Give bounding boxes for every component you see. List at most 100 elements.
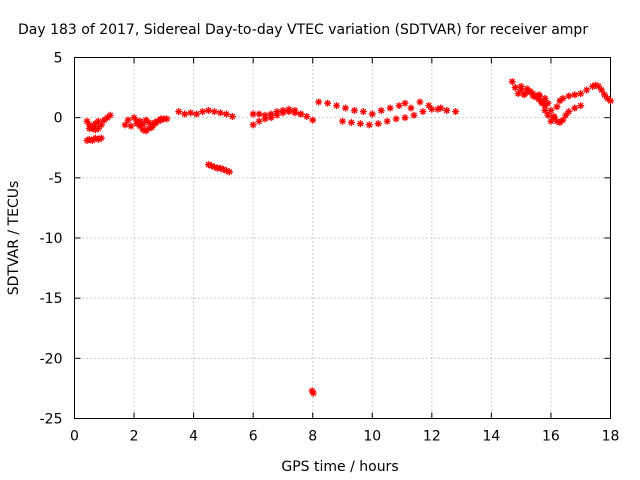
data-point [139, 126, 147, 134]
data-point [347, 118, 355, 126]
data-point [85, 135, 93, 143]
x-tick-label: 8 [308, 429, 317, 445]
data-point [577, 102, 585, 110]
data-point [151, 118, 159, 126]
data-point [85, 121, 93, 129]
data-point [261, 115, 269, 123]
data-point [279, 109, 287, 117]
x-tick-label: 16 [542, 429, 560, 445]
data-point [607, 97, 614, 105]
data-point [523, 85, 531, 93]
data-point [154, 117, 162, 125]
data-point [556, 97, 564, 105]
x-tick-label: 18 [602, 429, 620, 445]
data-point [333, 102, 341, 110]
tick-layer: 0 2 4 6 8 10 12 14 16 18 5 0 -5 -10 -15 -20 -25 [40, 51, 620, 445]
data-point [94, 117, 102, 125]
data-point [255, 117, 263, 125]
data-point [535, 96, 543, 104]
data-point [91, 126, 99, 134]
data-point [401, 114, 409, 122]
y-tick-label: -10 [40, 231, 63, 247]
data-point [595, 82, 603, 90]
y-tick-label: -15 [40, 291, 63, 307]
x-tick-label: 12 [423, 429, 441, 445]
data-point [291, 109, 299, 117]
data-point [175, 108, 183, 116]
data-point [249, 121, 257, 129]
data-point [261, 111, 269, 119]
data-point [541, 106, 549, 114]
data-point [216, 164, 224, 172]
data-point [553, 117, 561, 125]
points-layer [83, 78, 614, 397]
data-point [514, 90, 522, 98]
data-point [529, 90, 537, 98]
y-tick-label: 5 [54, 51, 63, 67]
data-point [83, 137, 91, 145]
data-point [523, 88, 531, 96]
data-point [520, 91, 528, 99]
data-point [267, 114, 275, 122]
x-tick-label: 10 [363, 429, 381, 445]
chart-title: Day 183 of 2017, Sidereal Day-to-day VTE… [18, 22, 588, 38]
data-point [550, 112, 558, 120]
data-point [604, 94, 612, 102]
data-point [410, 111, 418, 119]
data-point [139, 121, 147, 129]
data-point [339, 117, 346, 125]
series-seg11 [339, 104, 445, 129]
data-point [133, 117, 141, 125]
data-point [392, 115, 400, 123]
data-point [547, 117, 555, 125]
data-point [407, 104, 415, 112]
data-point [94, 135, 102, 143]
data-point [91, 134, 99, 142]
data-point [565, 92, 573, 100]
data-point [303, 112, 311, 120]
data-point [541, 102, 549, 110]
data-point [547, 106, 555, 114]
data-point [222, 110, 230, 118]
data-point [205, 161, 212, 169]
data-point [386, 104, 394, 112]
data-point [556, 118, 564, 126]
data-point [205, 106, 212, 114]
data-point [121, 121, 129, 129]
data-point [324, 99, 332, 107]
series-seg14 [535, 81, 614, 125]
data-point [377, 106, 385, 114]
data-point [309, 116, 317, 124]
data-point [443, 106, 451, 114]
data-point [88, 137, 96, 145]
data-point [562, 111, 570, 119]
x-axis-label: GPS time / hours [281, 459, 398, 475]
data-point [97, 134, 105, 142]
y-axis-label: SDTVAR / TECUs [6, 181, 22, 296]
data-point [356, 120, 364, 128]
data-point [273, 111, 281, 119]
data-point [434, 105, 442, 113]
series-seg3 [85, 123, 102, 134]
data-point [532, 93, 540, 101]
series-seg1 [83, 134, 105, 145]
data-point [193, 110, 201, 118]
data-point [142, 127, 150, 135]
series-seg10 [315, 98, 460, 118]
data-point [341, 104, 349, 112]
data-point [91, 120, 99, 128]
data-point [368, 110, 376, 118]
data-point [219, 165, 227, 173]
data-point [130, 114, 138, 122]
data-point [544, 111, 552, 119]
data-point [535, 92, 543, 100]
data-point [88, 123, 96, 131]
data-point [94, 124, 102, 132]
data-point [255, 110, 263, 118]
data-point [508, 78, 516, 86]
data-point [210, 163, 218, 171]
data-point [100, 116, 108, 124]
data-point [103, 114, 111, 122]
